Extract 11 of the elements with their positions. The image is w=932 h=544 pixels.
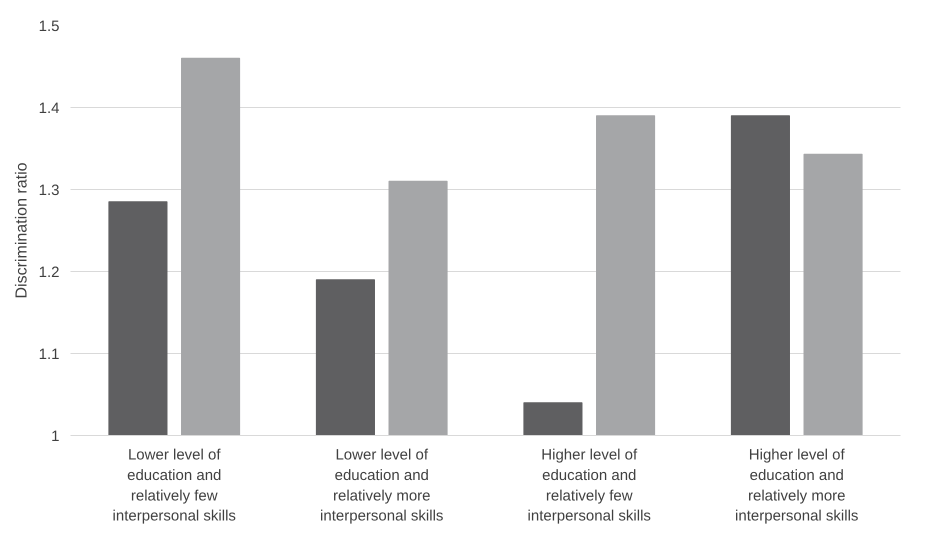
x-tick-label: Lower level of education and relatively more interpersonal skills	[320, 446, 444, 525]
y-tick-label: 1.3	[38, 182, 60, 199]
y-tick-label: 1.4	[38, 100, 60, 117]
y-tick-label: 1.1	[38, 346, 60, 363]
y-tick-label: 1.2	[38, 264, 60, 281]
x-tick-label: Higher level of education and relatively few interpersonal skills	[528, 446, 651, 525]
x-tick-label: Higher level of education and relatively more interpersonal skills	[735, 446, 858, 525]
y-axis-title: Discrimination ratio	[14, 162, 31, 299]
y-tick-label: 1.5	[38, 18, 60, 35]
y-tick-label: 1	[51, 428, 60, 445]
x-tick-label: Lower level of education and relatively few interpersonal skills	[112, 446, 236, 525]
